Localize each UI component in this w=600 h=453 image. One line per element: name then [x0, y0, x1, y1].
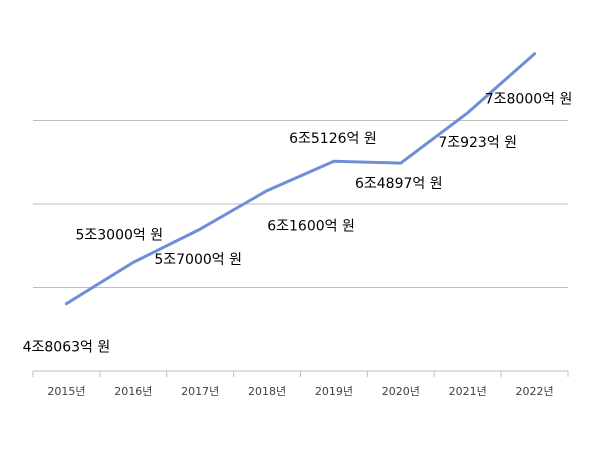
data-label: 7조8000억 원 — [485, 92, 573, 108]
x-tick-label: 2022년 — [516, 385, 554, 398]
data-label: 6조1600억 원 — [267, 219, 355, 235]
gridlines — [33, 120, 568, 288]
data-label: 4조8063억 원 — [23, 340, 111, 356]
data-label: 5조3000억 원 — [75, 227, 163, 243]
data-label: 6조5126억 원 — [289, 131, 377, 147]
x-tick-label: 2016년 — [114, 385, 152, 398]
x-tick-label: 2015년 — [47, 385, 85, 398]
data-label: 6조4897억 원 — [355, 176, 443, 192]
series-line — [64, 52, 537, 306]
x-tick-label: 2018년 — [248, 385, 286, 398]
x-axis-tick-labels: 2015년 2016년 2017년 2018년 2019년 2020년 2021년 2022년 — [47, 385, 553, 398]
data-label: 5조7000억 원 — [154, 252, 242, 268]
x-tick-label: 2017년 — [181, 385, 219, 398]
series-lines — [64, 52, 537, 306]
data-label: 7조923억 원 — [438, 135, 517, 151]
x-axis-ticks — [32, 371, 569, 377]
x-tick-label: 2019년 — [315, 385, 353, 398]
data-labels: 4조8063억 원 5조3000억 원 5조7000억 원 6조1600억 원 6조51… — [23, 92, 573, 356]
x-tick-label: 2021년 — [449, 385, 487, 398]
x-tick-label: 2020년 — [382, 385, 420, 398]
